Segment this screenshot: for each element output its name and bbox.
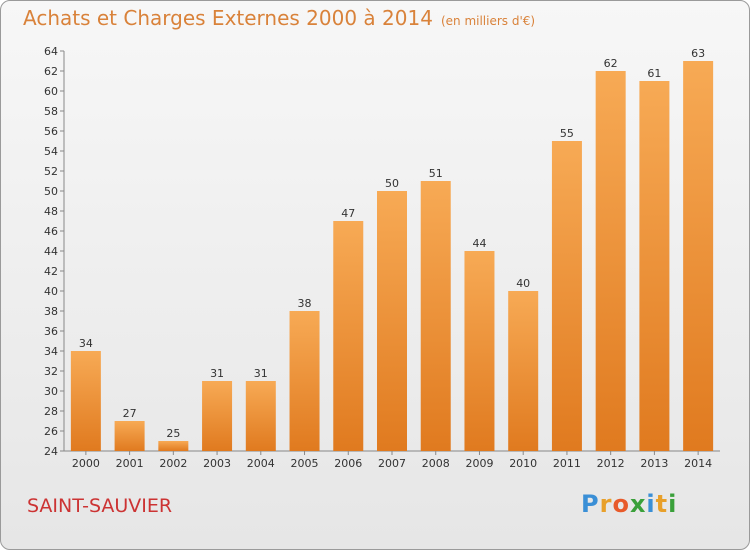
x-tick-label: 2005 [291,457,319,470]
bar [245,381,276,451]
y-tick-label: 34 [44,345,58,358]
y-tick-label: 32 [44,365,58,378]
bar-value-label: 31 [254,367,268,380]
y-tick-label: 58 [44,105,58,118]
bar [377,191,407,451]
x-tick-label: 2004 [247,457,275,470]
y-tick-label: 64 [44,45,58,58]
bar-value-label: 61 [647,67,661,80]
x-tick-label: 2009 [465,457,493,470]
bar [333,221,364,451]
bar-value-label: 25 [166,427,180,440]
bar [420,181,451,451]
bar [114,421,145,451]
y-tick-label: 54 [44,145,58,158]
bar [289,311,320,451]
bar [508,291,539,451]
y-tick-label: 26 [44,425,58,438]
chart-title-text: Achats et Charges Externes 2000 à 2014 [23,6,433,30]
chart-title: Achats et Charges Externes 2000 à 2014 (e… [23,6,535,30]
bar [158,441,189,451]
x-tick-label: 2007 [378,457,406,470]
x-tick-label: 2013 [640,457,668,470]
y-tick-label: 44 [44,245,58,258]
y-tick-label: 56 [44,125,58,138]
bar-value-label: 51 [429,167,443,180]
bar-value-label: 40 [516,277,530,290]
bar-value-label: 63 [691,47,705,60]
bar [683,61,714,451]
y-tick-label: 50 [44,185,58,198]
bar-value-label: 55 [560,127,574,140]
bar-value-label: 31 [210,367,224,380]
bar-value-label: 47 [341,207,355,220]
x-tick-label: 2000 [72,457,100,470]
commune-name: SAINT-SAUVIER [27,495,173,517]
bar [202,381,233,451]
x-tick-label: 2002 [159,457,187,470]
bar [639,81,670,451]
x-tick-label: 2001 [116,457,144,470]
y-tick-label: 48 [44,205,58,218]
y-tick-label: 24 [44,445,58,458]
y-tick-label: 30 [44,385,58,398]
x-tick-label: 2012 [597,457,625,470]
y-tick-label: 38 [44,305,58,318]
x-tick-label: 2010 [509,457,537,470]
bar-value-label: 38 [298,297,312,310]
y-tick-label: 42 [44,265,58,278]
y-tick-label: 28 [44,405,58,418]
x-tick-label: 2014 [684,457,712,470]
chart-subtitle: (en milliers d'€) [440,14,536,28]
x-tick-label: 2008 [422,457,450,470]
y-tick-label: 40 [44,285,58,298]
y-tick-label: 60 [44,85,58,98]
y-tick-label: 52 [44,165,58,178]
bar-value-label: 27 [123,407,137,420]
bar [551,141,582,451]
y-tick-label: 46 [44,225,58,238]
y-tick-label: 36 [44,325,58,338]
bar-value-label: 34 [79,337,93,350]
bar-value-label: 50 [385,177,399,190]
bar-value-label: 44 [472,237,486,250]
x-tick-label: 2011 [553,457,581,470]
x-tick-label: 2003 [203,457,231,470]
x-tick-label: 2006 [334,457,362,470]
proxiti-logo: Proxiti [581,490,678,518]
bar [70,351,101,451]
y-tick-label: 62 [44,65,58,78]
bar [595,71,626,451]
bar-value-label: 62 [604,57,618,70]
bar [464,251,495,451]
